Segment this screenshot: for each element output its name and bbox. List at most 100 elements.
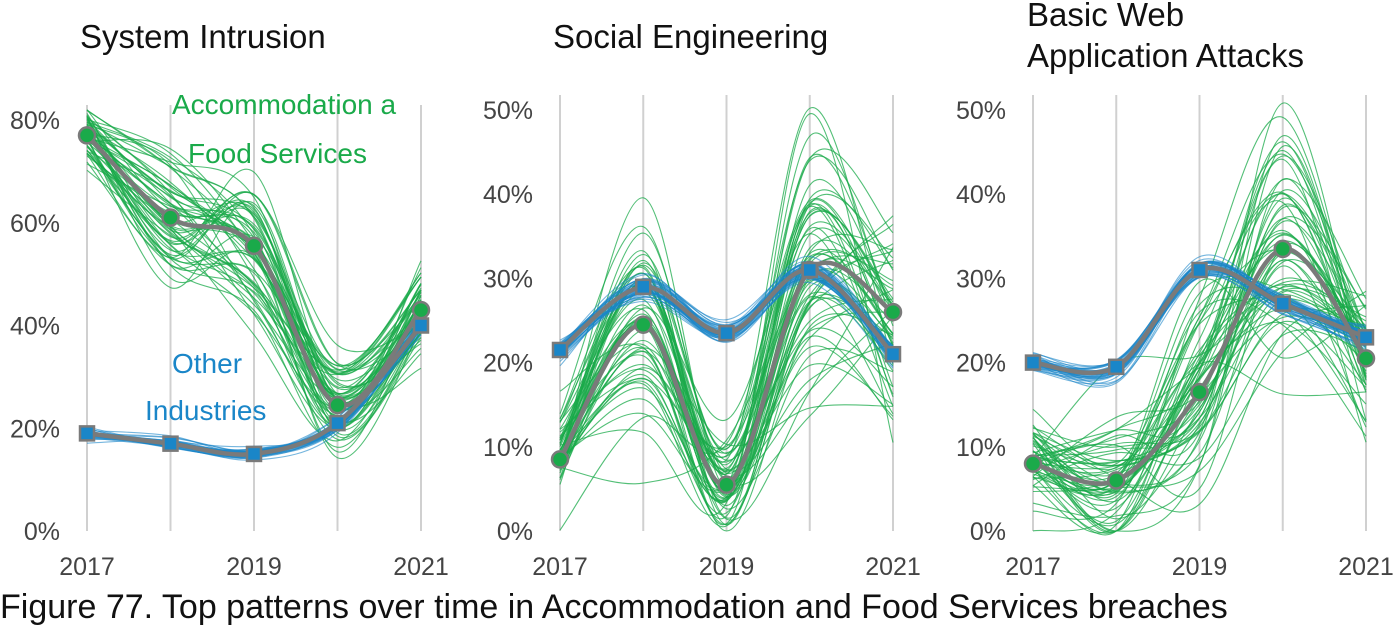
x-tick-label: 2019 (226, 553, 282, 581)
blue-median-point (1274, 295, 1291, 312)
green-median-point (1107, 471, 1126, 490)
green-simulation-line (86, 138, 422, 428)
green-simulation-line (1032, 361, 1367, 471)
green-simulation-line (1032, 275, 1367, 490)
green-simulation-line (559, 255, 894, 485)
green-simulation-line (559, 226, 894, 483)
y-tick-label: 30% (956, 265, 1006, 293)
y-tick-label: 50% (956, 97, 1006, 125)
y-tick-label: 20% (10, 415, 60, 443)
green-simulation-line (559, 148, 894, 492)
green-simulation-line (1032, 141, 1367, 497)
green-simulation-line (559, 107, 894, 463)
x-tick-label: 2017 (532, 553, 588, 581)
y-tick-label: 80% (10, 107, 60, 135)
green-median-point (161, 208, 180, 227)
green-simulation-line (559, 197, 894, 490)
green-median-point (244, 236, 264, 256)
panel-2-title: Social Engineering (553, 18, 828, 55)
green-median-point (411, 300, 431, 320)
green-simulation-line (559, 197, 894, 531)
green-simulation-line (559, 308, 894, 510)
green-simulation-line (1032, 320, 1367, 467)
green-simulation-line (559, 253, 894, 478)
blue-median-point (1191, 261, 1208, 279)
green-simulation-line (559, 233, 894, 470)
blue-median-point (245, 445, 263, 463)
green-median-point (77, 126, 97, 145)
y-tick-label: 10% (956, 434, 1006, 462)
green-simulation-line (559, 155, 894, 454)
blue-median-point (412, 317, 430, 334)
green-simulation-line (1032, 290, 1367, 465)
blue-median-point (1357, 329, 1375, 346)
panel-3-title: Basic Web (1027, 0, 1184, 33)
figure-caption: Figure 77. Top patterns over time in Acc… (0, 588, 1228, 626)
green-simulation-line (559, 210, 894, 470)
green-simulation-line (559, 232, 894, 474)
x-tick-label: 2017 (1005, 553, 1061, 581)
x-tick-label: 2021 (393, 553, 449, 581)
blue-median-point (551, 341, 569, 359)
green-simulation-line (559, 283, 894, 498)
green-simulation-line (559, 250, 894, 519)
blue-median-point (801, 261, 818, 279)
green-simulation-line (86, 128, 422, 424)
green-simulation-line (559, 363, 894, 471)
y-tick-label: 40% (10, 313, 60, 341)
green-simulation-line (1032, 178, 1367, 518)
annotation-green: Accommodation a (172, 89, 397, 120)
green-simulation-line (86, 136, 422, 399)
green-simulation-line (1032, 203, 1367, 494)
x-tick-label: 2021 (1338, 553, 1394, 581)
y-tick-label: 20% (956, 350, 1006, 378)
green-simulation-line (86, 126, 422, 448)
green-median-point (634, 315, 653, 334)
x-tick-label: 2017 (59, 553, 115, 581)
y-tick-label: 40% (956, 181, 1006, 209)
blue-median-point (78, 425, 96, 442)
y-tick-label: 50% (483, 97, 533, 125)
green-simulation-line (559, 280, 894, 472)
green-simulation-line (86, 163, 422, 388)
blue-median-point (718, 324, 735, 342)
panel-1: System Intrusion 0% 20% 40% 60% 80% 2017 2019 20… (10, 18, 449, 581)
green-simulation-line (86, 127, 422, 374)
green-median-point (550, 450, 570, 469)
green-median-point (1190, 382, 1209, 402)
x-tick-label: 2019 (1172, 553, 1228, 581)
green-median-point (1356, 349, 1376, 368)
green-simulation-line (1032, 102, 1367, 487)
y-tick-label: 60% (10, 210, 60, 238)
y-tick-label: 30% (483, 265, 533, 293)
green-median-point (1023, 454, 1043, 473)
y-tick-label: 0% (24, 518, 60, 546)
panel-1-title: System Intrusion (80, 18, 326, 55)
x-tick-label: 2019 (699, 553, 755, 581)
blue-median-point (884, 345, 902, 363)
green-simulation-line (1032, 150, 1367, 533)
green-simulation-line (1032, 298, 1367, 496)
panel-2: Social Engineering 0% 10% 20% 30% 40% 50% 2017 2… (483, 18, 921, 581)
green-median-line (1032, 246, 1368, 486)
green-simulation-line (1032, 279, 1367, 501)
green-median-point (717, 475, 736, 494)
green-simulation-line (559, 221, 894, 474)
blue-median-point (1024, 354, 1042, 371)
y-tick-label: 10% (483, 434, 533, 462)
green-simulation-line (86, 118, 422, 366)
chart-area: System Intrusion 0% 20% 40% 60% 80% 2017 2019 20… (10, 0, 1394, 581)
blue-median-point (329, 414, 346, 432)
annotation-blue: Industries (145, 395, 266, 426)
y-tick-label: 20% (483, 350, 533, 378)
green-simulation-line (1032, 286, 1367, 499)
y-tick-label: 40% (483, 181, 533, 209)
green-simulation-line (559, 199, 894, 503)
green-simulation-line (1032, 259, 1367, 477)
y-tick-label: 0% (497, 518, 533, 546)
green-simulation-line (86, 119, 422, 394)
green-median-point (328, 395, 347, 415)
annotation-green: Food Services (188, 138, 367, 169)
green-median-point (1273, 239, 1292, 259)
green-simulation-line (559, 298, 894, 463)
